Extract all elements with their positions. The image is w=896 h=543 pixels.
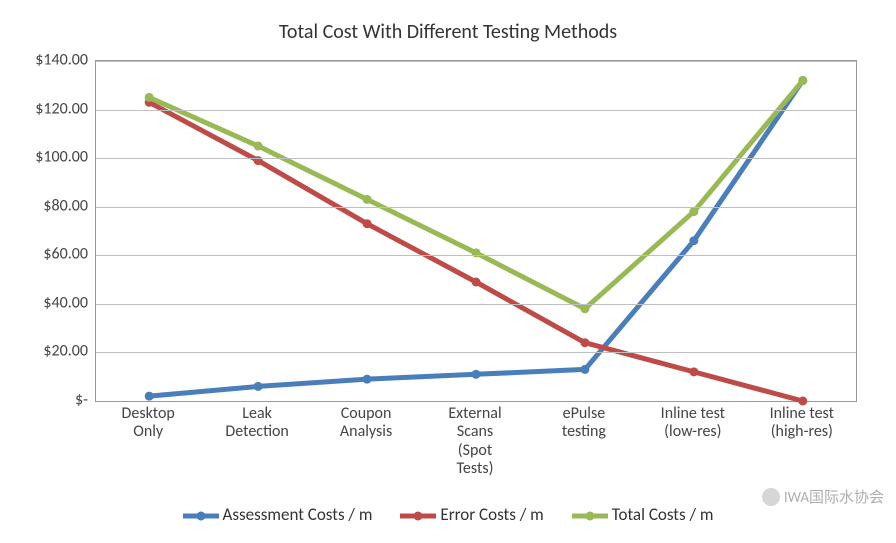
plot-area: [95, 60, 857, 402]
gridline: [96, 110, 856, 111]
series-marker: [363, 219, 372, 228]
x-tick-label: Inline test (high-res): [770, 405, 834, 442]
series-marker: [472, 370, 481, 379]
x-tick-label: Inline test (low-res): [661, 405, 725, 442]
series-marker: [580, 338, 589, 347]
gridline: [96, 352, 856, 353]
series-marker: [798, 76, 807, 85]
legend-swatch: [183, 509, 219, 523]
x-tick-label: Desktop Only: [122, 405, 175, 442]
series-marker: [689, 207, 698, 216]
y-tick-label: $20.00: [18, 342, 88, 361]
series-marker: [689, 236, 698, 245]
series-line: [149, 80, 803, 308]
y-tick-label: $140.00: [18, 51, 88, 70]
series-line: [149, 80, 803, 396]
y-tick-label: $80.00: [18, 196, 88, 215]
series-marker: [145, 392, 154, 401]
series-marker: [363, 375, 372, 384]
legend-item: Error Costs / m: [400, 504, 543, 525]
watermark-icon: [762, 488, 780, 506]
series-marker: [254, 142, 263, 151]
series-marker: [580, 365, 589, 374]
series-line: [149, 102, 803, 401]
gridline: [96, 255, 856, 256]
x-tick-label: Leak Detection: [225, 405, 288, 442]
legend-label: Assessment Costs / m: [223, 504, 373, 525]
legend-swatch: [572, 509, 608, 523]
y-tick-label: $60.00: [18, 245, 88, 264]
gridline: [96, 304, 856, 305]
series-marker: [472, 278, 481, 287]
legend-item: Assessment Costs / m: [183, 504, 373, 525]
x-tick-label: ePulse testing: [562, 405, 606, 442]
legend: Assessment Costs / m Error Costs / m Total…: [20, 504, 876, 525]
y-tick-label: $40.00: [18, 293, 88, 312]
gridline: [96, 158, 856, 159]
x-tick-label: Coupon Analysis: [340, 405, 392, 442]
x-tick-label: External Scans (Spot Tests): [448, 405, 501, 479]
y-tick-label: $120.00: [18, 99, 88, 118]
gridline: [96, 61, 856, 62]
chart-title: Total Cost With Different Testing Method…: [20, 20, 876, 44]
legend-label: Total Costs / m: [612, 504, 714, 525]
series-marker: [363, 195, 372, 204]
legend-swatch: [400, 509, 436, 523]
gridline: [96, 207, 856, 208]
series-marker: [145, 98, 154, 107]
series-marker: [798, 76, 807, 85]
series-marker: [689, 367, 698, 376]
chart-svg: [96, 61, 856, 401]
watermark-text: IWA国际水协会: [784, 486, 884, 507]
legend-item: Total Costs / m: [572, 504, 714, 525]
watermark: IWA国际水协会: [762, 486, 884, 507]
y-tick-label: $-: [18, 391, 88, 410]
series-marker: [580, 304, 589, 313]
series-marker: [254, 382, 263, 391]
chart-container: Total Cost With Different Testing Method…: [20, 10, 876, 533]
series-marker: [145, 93, 154, 102]
y-tick-label: $100.00: [18, 148, 88, 167]
legend-label: Error Costs / m: [440, 504, 543, 525]
